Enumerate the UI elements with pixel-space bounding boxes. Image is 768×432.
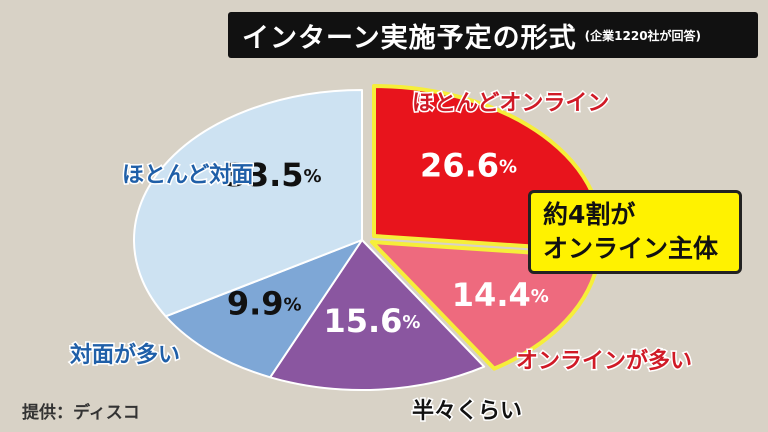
pie-category-label: 半々くらい: [412, 399, 522, 424]
callout-line-1: 約4割が: [543, 200, 636, 229]
pie-slice-group: [269, 239, 486, 391]
pie-value-unit: %: [402, 312, 420, 333]
chart-subtitle: (企業1220社が回答): [584, 28, 702, 43]
pie-slice-group: [164, 239, 363, 379]
pie-value-unit: %: [499, 157, 517, 178]
source-credit: 提供：ディスコ: [22, 403, 140, 423]
pie-value-unit: %: [531, 286, 549, 307]
pie-value-unit: %: [304, 166, 322, 187]
callout-line-2: オンライン主体: [543, 234, 719, 263]
pie-slice: [133, 89, 363, 318]
pie-category-label: オンラインが多い: [516, 348, 692, 374]
pie-category-label: ほとんど対面: [122, 163, 253, 188]
pie-slice: [164, 239, 363, 379]
pie-category-label: 対面が多い: [70, 342, 180, 368]
callout-box: 約4割が オンライン主体: [528, 190, 742, 274]
chart-title-box: インターン実施予定の形式 (企業1220社が回答): [228, 12, 758, 58]
pie-category-label: ほとんどオンライン: [412, 91, 609, 116]
pie-slice-group: [133, 89, 363, 318]
pie-slice: [269, 239, 486, 391]
pie-value-unit: %: [284, 295, 302, 316]
chart-title: インターン実施予定の形式: [242, 22, 577, 54]
